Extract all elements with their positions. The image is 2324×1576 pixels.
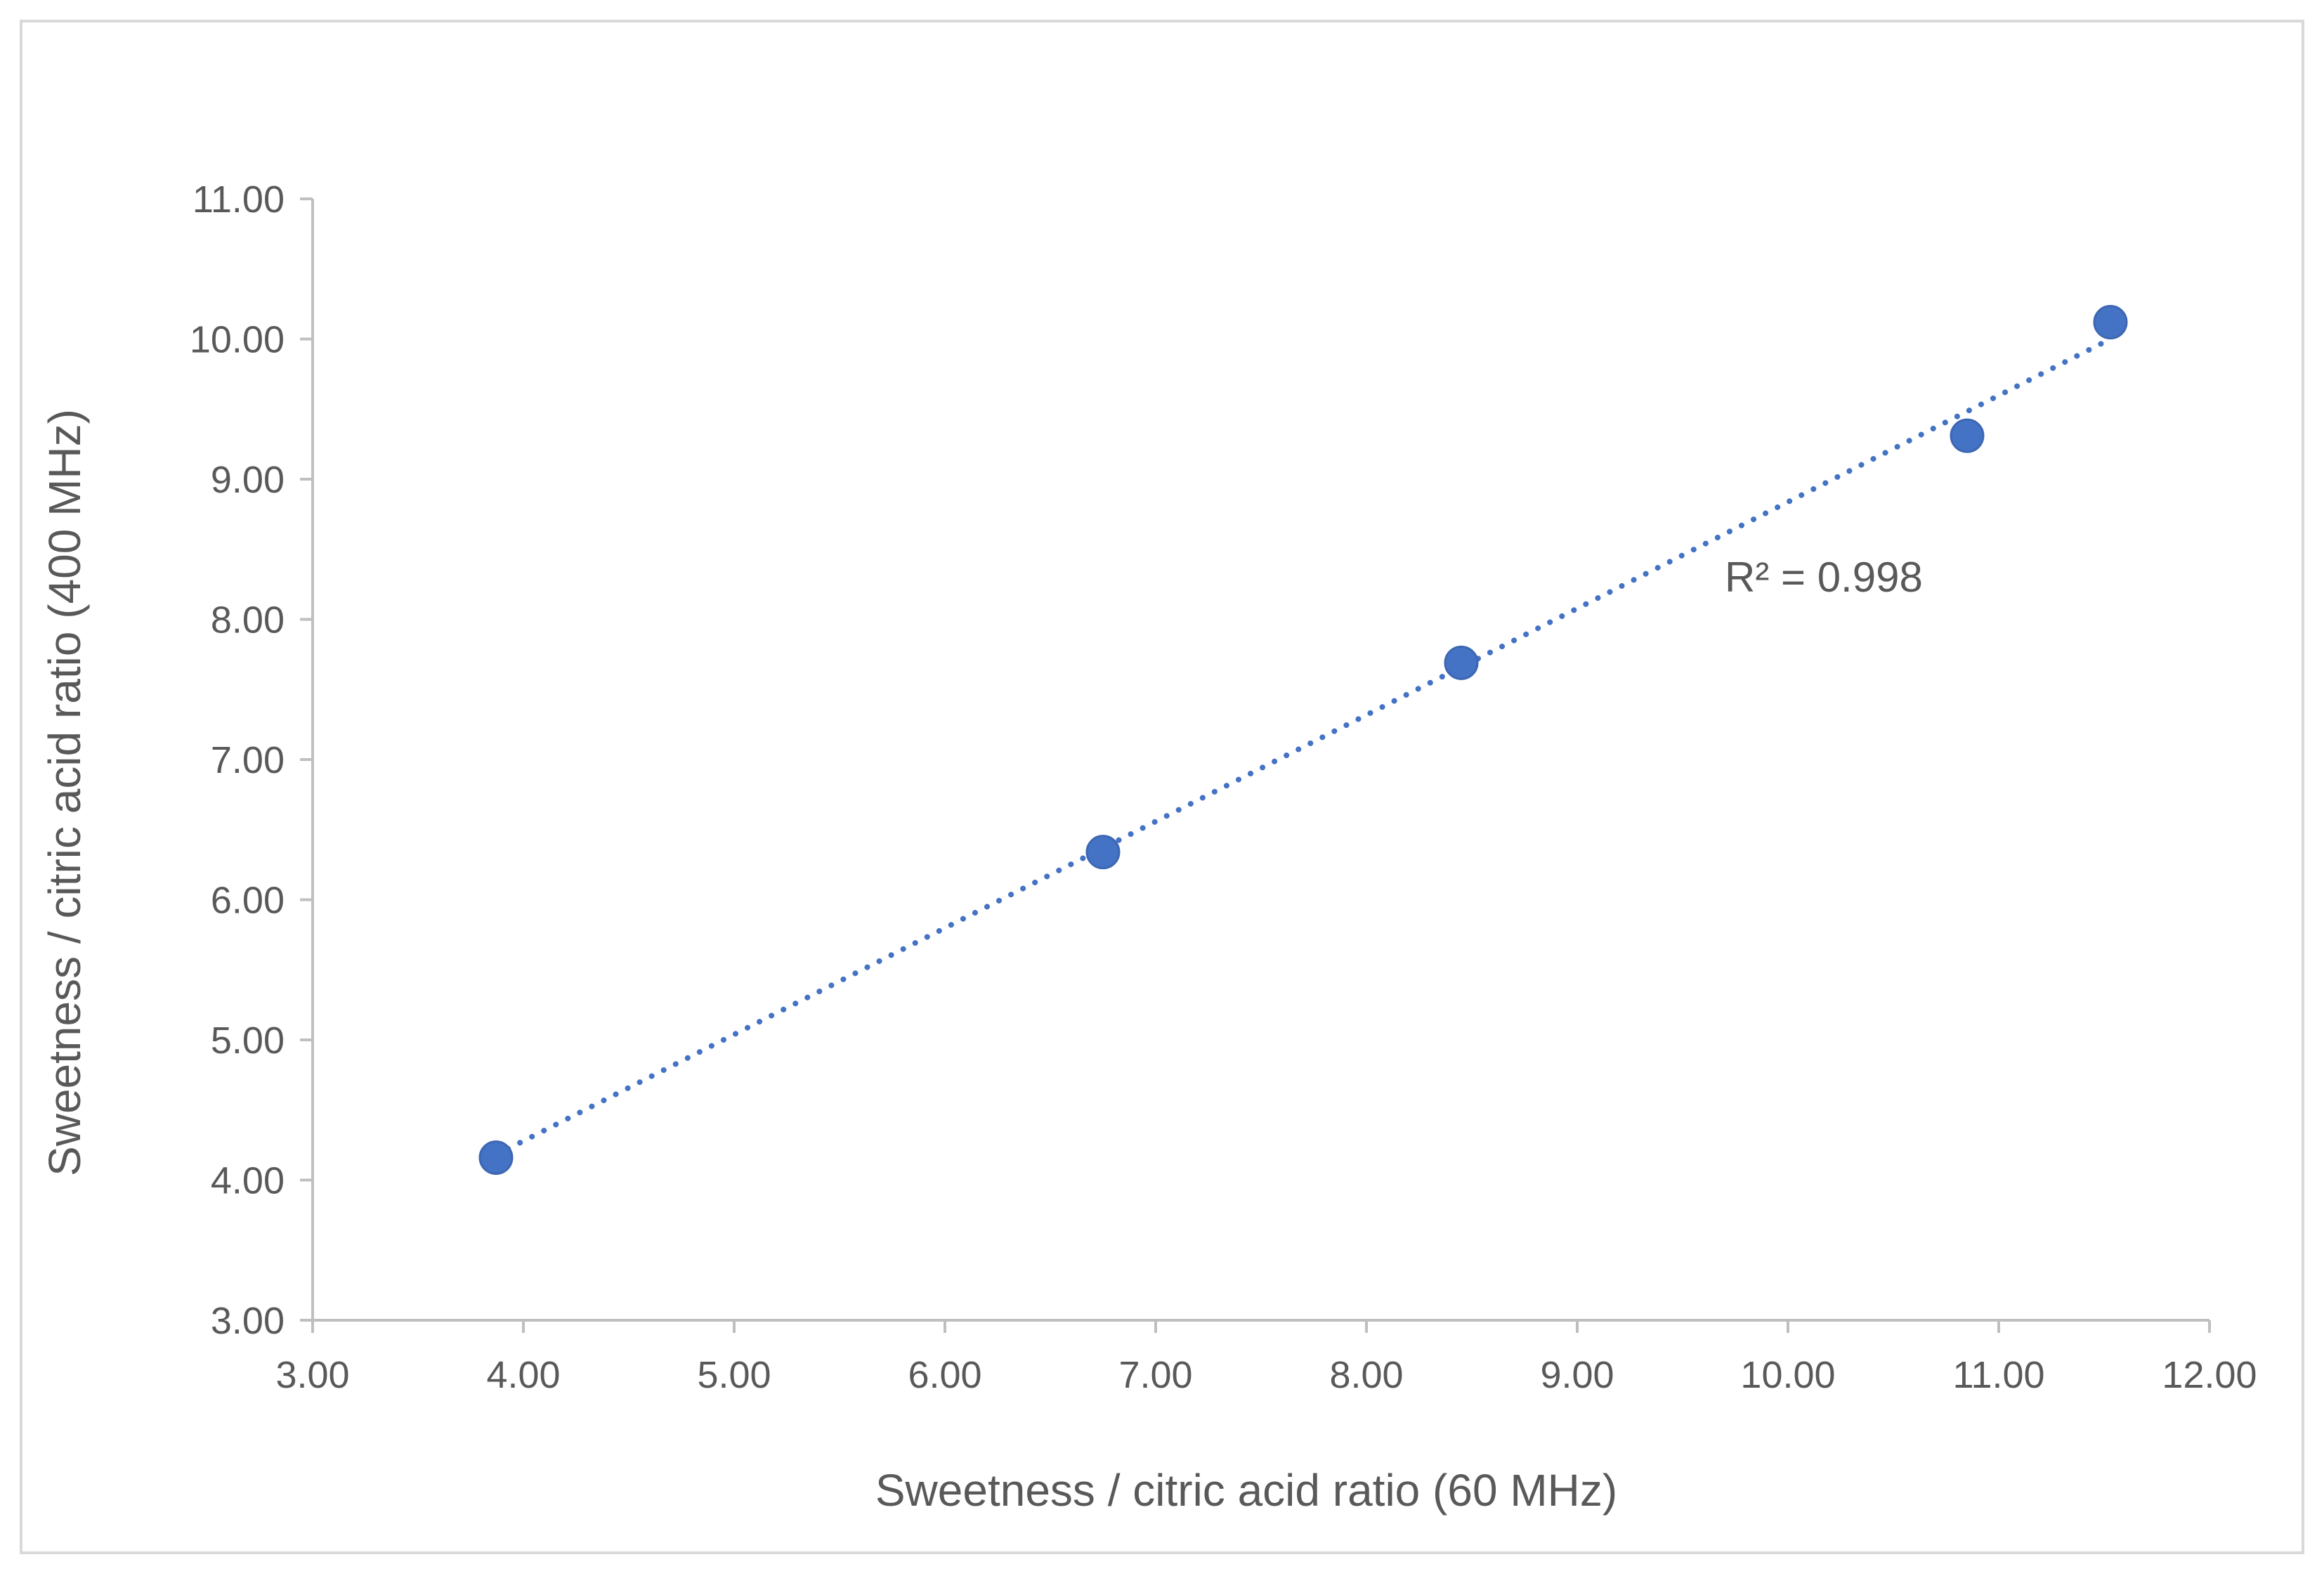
points-layer xyxy=(478,305,2128,1176)
y-tick-label: 11.00 xyxy=(192,178,285,221)
y-tick-label: 9.00 xyxy=(211,459,285,501)
x-tick-label: 9.00 xyxy=(1540,1354,1614,1396)
ticks-layer: 3.00 4.00 5.00 6.00 7.00 8.00 9.00 10.00 11.00 12… xyxy=(190,178,2257,1396)
data-point xyxy=(478,1140,514,1176)
x-tick-label: 5.00 xyxy=(697,1354,771,1396)
y-tick-label: 5.00 xyxy=(211,1020,285,1062)
x-axis-title: Sweetness / citric acid ratio (60 MHz) xyxy=(875,1465,1617,1516)
data-point xyxy=(1085,835,1121,870)
r-squared-annotation: R² = 0.998 xyxy=(1725,554,1923,601)
data-point xyxy=(2093,305,2128,340)
y-tick-label: 6.00 xyxy=(211,880,285,922)
x-tick-label: 11.00 xyxy=(1952,1354,2044,1396)
y-axis-title: Sweetness / citric acid ratio (400 MHz) xyxy=(39,409,90,1176)
x-tick-label: 3.00 xyxy=(275,1354,349,1396)
y-tick-label: 10.00 xyxy=(190,319,285,361)
x-tick-label: 12.00 xyxy=(2162,1354,2257,1396)
x-tick-label: 6.00 xyxy=(908,1354,981,1396)
y-tick-label: 7.00 xyxy=(211,739,285,781)
x-tick-label: 10.00 xyxy=(1740,1354,1835,1396)
y-tick-label: 8.00 xyxy=(211,599,285,642)
data-point xyxy=(1444,645,1479,680)
axes-layer xyxy=(311,199,2209,1322)
chart-frame xyxy=(20,20,2304,1554)
y-tick-label: 3.00 xyxy=(211,1300,285,1342)
trendline xyxy=(493,336,2113,1158)
y-tick-label: 4.00 xyxy=(211,1160,285,1202)
data-point xyxy=(1950,418,1985,453)
x-tick-label: 4.00 xyxy=(486,1354,560,1396)
x-tick-label: 8.00 xyxy=(1329,1354,1403,1396)
x-tick-label: 7.00 xyxy=(1118,1354,1192,1396)
